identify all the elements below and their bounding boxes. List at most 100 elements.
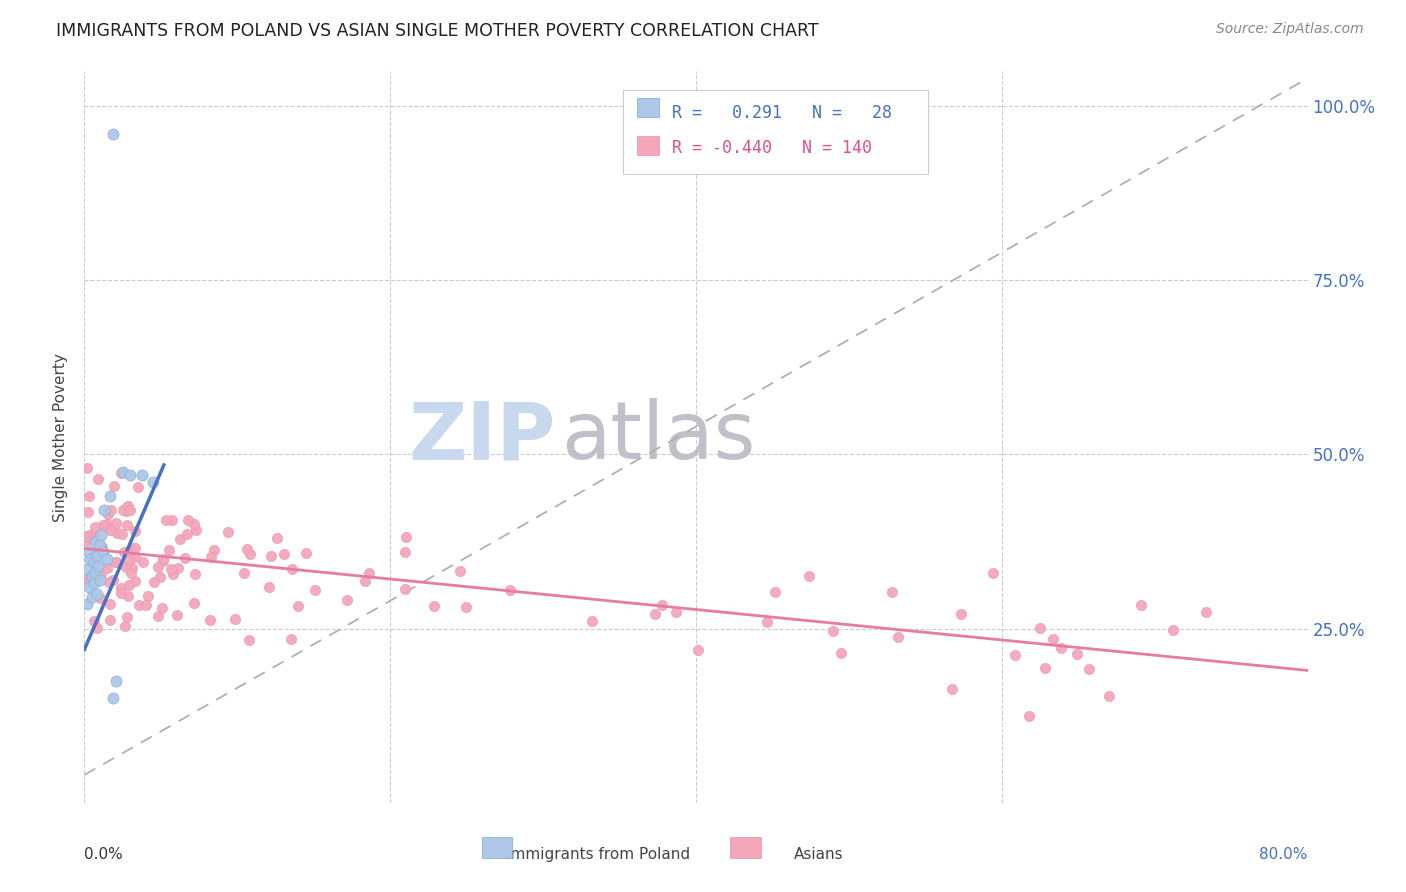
Point — [198, 613, 221, 627]
Point — [238, 632, 260, 647]
Point — [266, 531, 288, 545]
Text: 80.0%: 80.0% — [1260, 847, 1308, 862]
Text: Source: ZipAtlas.com: Source: ZipAtlas.com — [1216, 22, 1364, 37]
Point — [105, 673, 128, 688]
Point — [115, 500, 138, 514]
Point — [128, 599, 150, 613]
Point — [90, 527, 112, 541]
Point — [357, 566, 380, 581]
Point — [1078, 662, 1101, 676]
Point — [97, 507, 120, 521]
Point — [100, 502, 122, 516]
Point — [118, 552, 141, 566]
Point — [124, 574, 146, 588]
Point — [336, 592, 359, 607]
Point — [148, 560, 170, 574]
Point — [80, 574, 103, 588]
Point — [353, 574, 375, 589]
Point — [77, 580, 100, 594]
Point — [86, 549, 108, 563]
Point — [80, 591, 103, 605]
Point — [1129, 598, 1152, 612]
Point — [98, 523, 121, 537]
Point — [581, 615, 603, 629]
Point — [89, 573, 111, 587]
Point — [395, 530, 418, 544]
Point — [117, 500, 139, 514]
Point — [162, 566, 184, 581]
Point — [644, 607, 666, 622]
Text: atlas: atlas — [561, 398, 756, 476]
Point — [174, 551, 197, 566]
Point — [83, 576, 105, 591]
Point — [111, 465, 134, 479]
Point — [84, 566, 107, 580]
Point — [651, 598, 673, 612]
Bar — [637, 98, 659, 118]
Point — [118, 577, 141, 591]
Point — [239, 547, 262, 561]
Point — [91, 545, 114, 559]
Point — [830, 646, 852, 660]
Point — [110, 466, 132, 480]
Point — [146, 608, 169, 623]
Point — [233, 566, 256, 580]
Point — [104, 556, 127, 570]
Point — [103, 691, 125, 706]
Point — [112, 544, 135, 558]
Point — [120, 468, 142, 483]
Point — [755, 615, 778, 629]
Point — [75, 533, 97, 548]
Point — [1161, 623, 1184, 637]
Point — [87, 558, 110, 573]
Point — [84, 520, 107, 534]
Text: IMMIGRANTS FROM POLAND VS ASIAN SINGLE MOTHER POVERTY CORRELATION CHART: IMMIGRANTS FROM POLAND VS ASIAN SINGLE M… — [56, 22, 818, 40]
Point — [1029, 621, 1052, 635]
Point — [103, 127, 125, 141]
Point — [273, 547, 295, 561]
Point — [120, 566, 142, 580]
Point — [105, 555, 128, 569]
Point — [136, 589, 159, 603]
Point — [86, 622, 108, 636]
Point — [142, 575, 165, 590]
Point — [1066, 648, 1088, 662]
Point — [115, 504, 138, 518]
Point — [456, 599, 478, 614]
Point — [135, 599, 157, 613]
Point — [93, 503, 115, 517]
Text: R = -0.440   N = 140: R = -0.440 N = 140 — [672, 139, 872, 157]
Point — [1097, 689, 1119, 703]
Point — [98, 489, 121, 503]
Point — [89, 591, 111, 605]
Point — [75, 573, 97, 587]
Point — [949, 607, 972, 621]
Point — [449, 564, 471, 578]
Point — [882, 585, 904, 599]
Point — [79, 574, 101, 589]
Point — [941, 682, 963, 697]
Point — [186, 523, 208, 537]
Point — [132, 555, 155, 569]
Point — [260, 549, 283, 564]
Point — [76, 597, 98, 611]
Point — [149, 569, 172, 583]
Point — [280, 632, 302, 647]
Point — [86, 587, 108, 601]
Point — [76, 461, 98, 475]
Point — [150, 600, 173, 615]
Point — [127, 480, 149, 494]
Point — [120, 502, 142, 516]
Point — [157, 542, 180, 557]
Bar — [730, 838, 761, 858]
Point — [75, 562, 97, 576]
Point — [96, 516, 118, 531]
Point — [110, 581, 132, 595]
Point — [91, 540, 114, 554]
Point — [394, 545, 416, 559]
Point — [202, 543, 225, 558]
Point — [394, 582, 416, 597]
Point — [97, 574, 120, 589]
Point — [224, 612, 246, 626]
Point — [105, 526, 128, 541]
